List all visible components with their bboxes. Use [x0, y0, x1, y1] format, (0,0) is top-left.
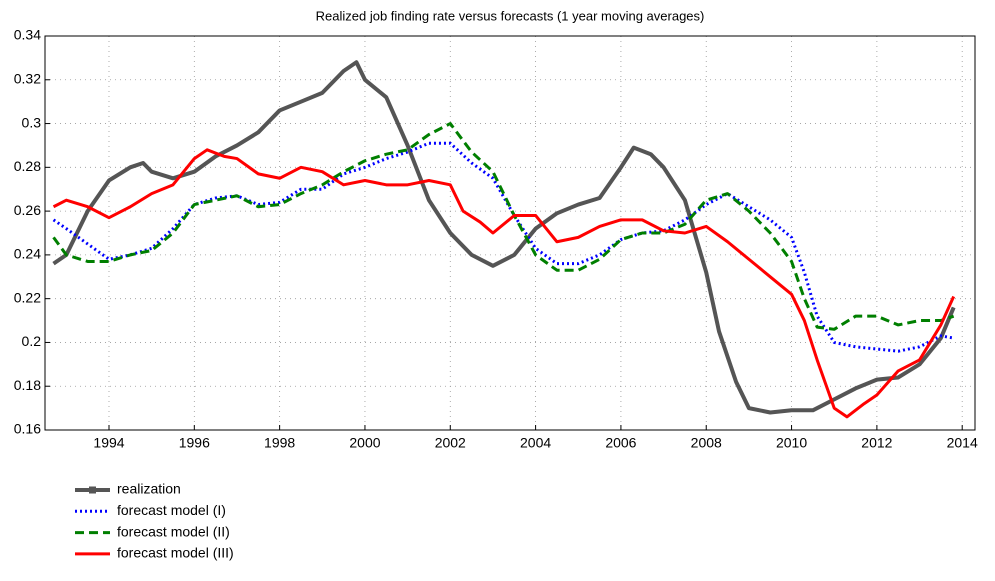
- y-tick-label: 0.3: [22, 114, 42, 130]
- y-tick-label: 0.22: [14, 289, 41, 305]
- x-tick-label: 2000: [349, 435, 380, 451]
- x-tick-label: 2006: [605, 435, 636, 451]
- y-tick-label: 0.18: [14, 377, 41, 393]
- x-tick-label: 1998: [264, 435, 295, 451]
- series-line: [52, 148, 956, 419]
- x-tick-label: 2004: [520, 435, 551, 451]
- y-tick-label: 0.2: [22, 333, 42, 349]
- y-tick-label: 0.24: [14, 246, 41, 262]
- chart-title: Realized job finding rate versus forecas…: [316, 8, 705, 23]
- x-tick-label: 1994: [93, 435, 124, 451]
- x-tick-label: 2002: [435, 435, 466, 451]
- legend-label: forecast model (I): [117, 502, 226, 518]
- legend-label: forecast model (III): [117, 545, 234, 561]
- series-line: [52, 141, 954, 353]
- x-tick-label: 2008: [691, 435, 722, 451]
- x-tick-label: 2010: [776, 435, 807, 451]
- y-tick-label: 0.26: [14, 202, 41, 218]
- legend-label: forecast model (II): [117, 523, 230, 539]
- legend-label: realization: [117, 481, 181, 497]
- y-tick-label: 0.32: [14, 70, 41, 86]
- x-tick-label: 2014: [947, 435, 978, 451]
- series-line: [52, 60, 956, 415]
- x-tick-label: 1996: [179, 435, 210, 451]
- plot-frame: [44, 35, 976, 431]
- y-tick-label: 0.34: [14, 27, 41, 43]
- y-tick-label: 0.16: [14, 421, 41, 437]
- legend-marker: [89, 486, 96, 494]
- y-tick-label: 0.28: [14, 158, 41, 174]
- x-tick-label: 2012: [861, 435, 892, 451]
- plot-area: [45, 36, 975, 430]
